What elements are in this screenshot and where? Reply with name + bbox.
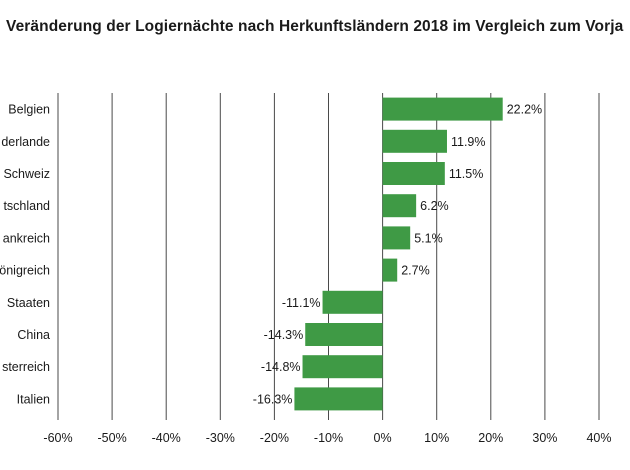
value-label: 5.1% — [414, 231, 443, 245]
bar — [382, 258, 398, 282]
value-label: 2.7% — [401, 264, 430, 278]
category-label: Italien — [17, 392, 50, 406]
x-tick-label: -60% — [43, 431, 72, 445]
bar — [322, 290, 383, 314]
value-label: -14.8% — [261, 360, 301, 374]
category-label: Staaten — [7, 296, 50, 310]
x-tick-label: 10% — [424, 431, 449, 445]
value-label: -16.3% — [253, 392, 293, 406]
x-tick-label: -10% — [314, 431, 343, 445]
bar — [382, 162, 445, 185]
category-labels: Belgien derlande Schweiz tschland ankreich ön… — [0, 103, 50, 407]
value-label: 22.2% — [507, 103, 542, 117]
bar — [305, 323, 383, 346]
category-label: önigreich — [0, 264, 50, 278]
bar — [382, 97, 503, 121]
bar — [382, 129, 447, 153]
bars — [294, 97, 503, 411]
x-tick-label: 40% — [586, 431, 611, 445]
x-tick-label: 20% — [478, 431, 503, 445]
x-tick-label: -20% — [260, 431, 289, 445]
x-tick-label: -50% — [98, 431, 127, 445]
value-label: 6.2% — [420, 199, 449, 213]
x-tick-label: -40% — [152, 431, 181, 445]
value-label: -14.3% — [264, 328, 304, 342]
bar — [294, 387, 383, 411]
category-label: China — [17, 328, 50, 342]
x-tick-label: -30% — [206, 431, 235, 445]
category-label: sterreich — [2, 360, 50, 374]
bar — [382, 194, 417, 218]
category-label: ankreich — [3, 231, 50, 245]
chart-title: Veränderung der Logiernächte nach Herkun… — [6, 18, 624, 35]
category-label: tschland — [3, 199, 50, 213]
value-label: 11.5% — [449, 167, 484, 181]
bar — [382, 226, 411, 250]
x-tick-label: 0% — [374, 431, 392, 445]
category-label: Belgien — [8, 103, 50, 117]
value-label: 11.9% — [451, 135, 486, 149]
category-label: Schweiz — [3, 167, 50, 181]
value-labels: 22.2% 11.9% 11.5% 6.2% 5.1% 2.7% -11.1% -14.3% -… — [253, 103, 542, 407]
x-tick-labels: -60% -50% -40% -30% -20% -10% 0% 10% 20% 30% 40% — [43, 431, 611, 445]
category-label: derlande — [1, 135, 50, 149]
value-label: -11.1% — [282, 296, 321, 310]
x-tick-label: 30% — [532, 431, 557, 445]
bar — [302, 355, 383, 379]
